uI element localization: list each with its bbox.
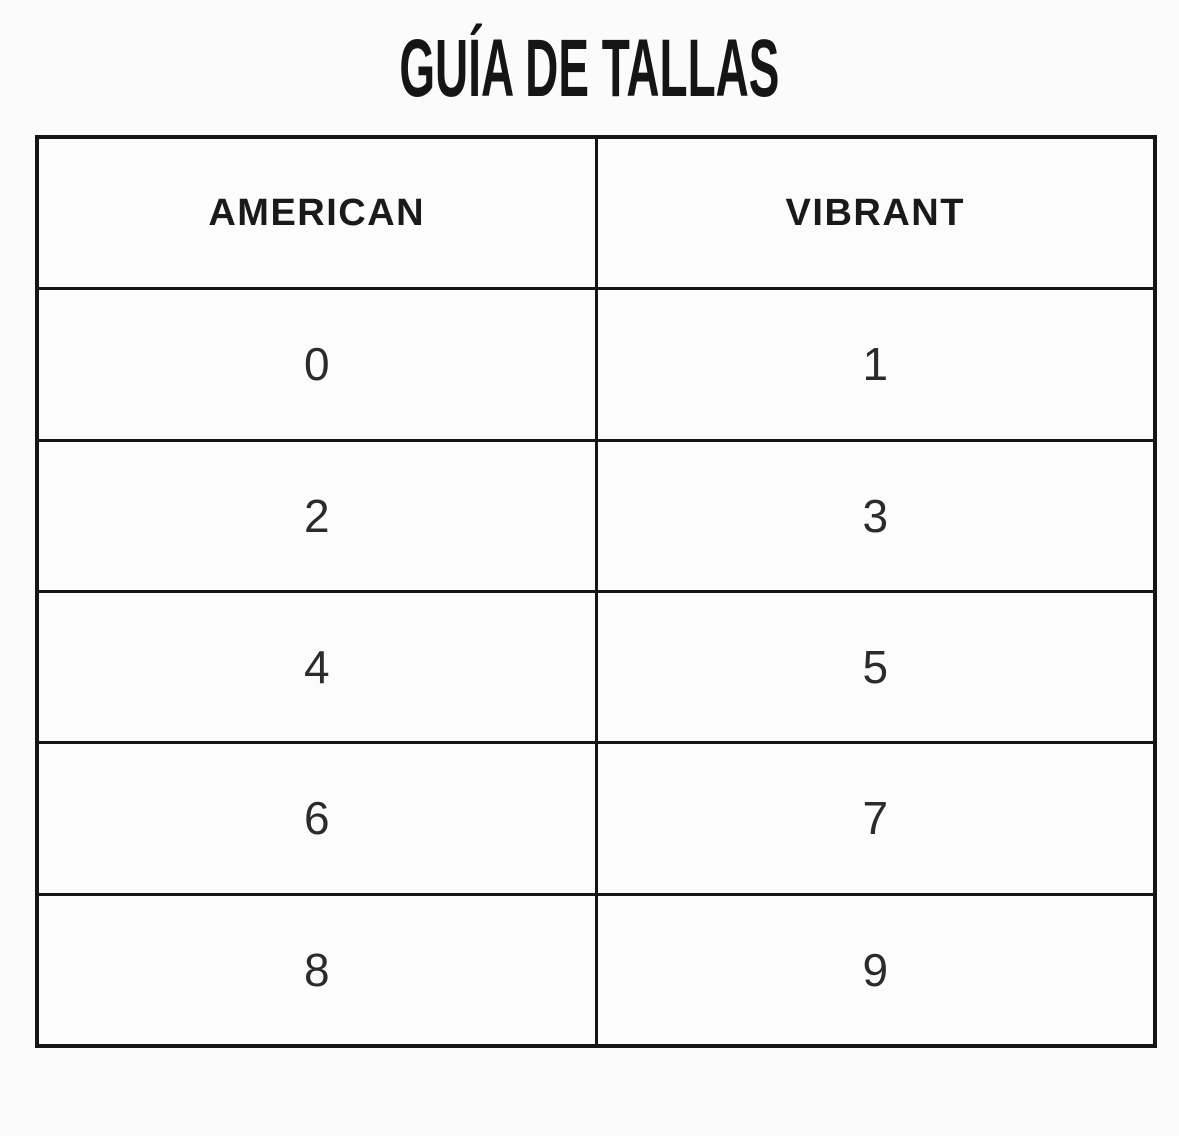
cell-american-size: 6 (39, 744, 598, 893)
cell-vibrant-size: 1 (862, 338, 889, 391)
cell-american-size: 2 (39, 441, 598, 590)
cell-vibrant-size: 5 (862, 641, 889, 694)
cell-vibrant-size: 9 (862, 943, 889, 996)
title-area: GUÍA DE TALLAS (0, 0, 1179, 112)
cell-american-size: 4 (39, 592, 598, 742)
table-row: 0 1 (39, 290, 1153, 442)
cell-vibrant-size: 7 (862, 792, 889, 845)
table-header-row: AMERICAN VIBRANT (39, 139, 1153, 291)
table-row: 4 5 (39, 592, 1153, 745)
column-header-vibrant: VIBRANT (785, 191, 965, 234)
table-row: 8 9 (39, 895, 1153, 1044)
cell-vibrant-size: 3 (862, 489, 889, 542)
size-guide-table: AMERICAN VIBRANT 0 1 2 3 4 5 6 7 8 9 (35, 135, 1157, 1048)
column-header-american: AMERICAN (39, 139, 598, 288)
table-row: 6 7 (39, 744, 1153, 896)
page-title: GUÍA DE TALLAS (399, 23, 780, 114)
cell-american-size: 0 (39, 290, 598, 439)
cell-american-size: 8 (39, 895, 598, 1044)
table-row: 2 3 (39, 441, 1153, 593)
